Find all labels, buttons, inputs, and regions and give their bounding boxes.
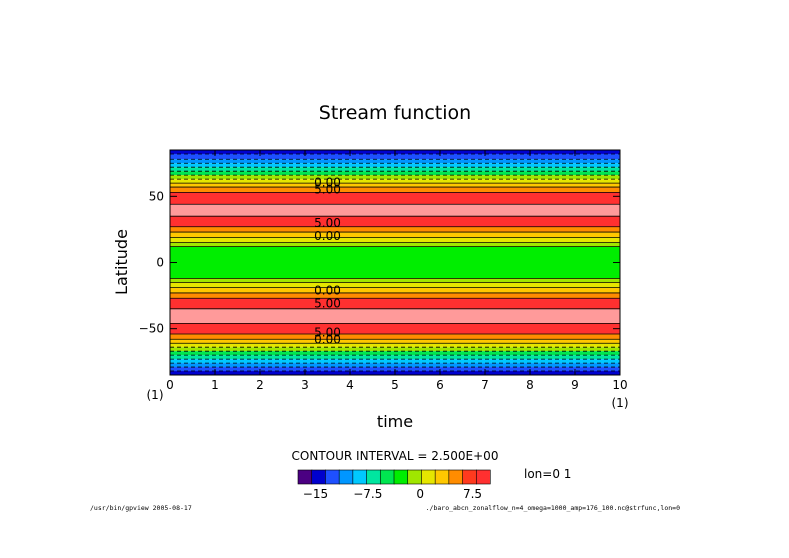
contour-label-3: 0.00 [314,229,341,243]
contour-label-2: 5.00 [314,216,341,230]
band-29 [170,351,620,356]
footer-right: ./baro_abcn_zonalflow_n=4_omega=1000_amp… [426,504,680,512]
contour-label-7: 0.00 [314,332,341,346]
contour-label-6: 5.00 [314,326,341,340]
band-24 [170,323,620,334]
chart-title: Stream function [319,102,471,124]
band-25 [170,333,620,340]
x-tick-label-8: 8 [526,378,534,392]
colorbar-swatch-13 [475,469,491,485]
x-tick-label-6: 6 [436,378,444,392]
x-tick-label-10: 10 [612,378,627,392]
contour-label-4: 0.00 [314,283,341,297]
band-31 [170,359,620,364]
colorbar-swatch-4 [352,469,368,485]
colorbar-tick-label-2: 0 [416,487,424,501]
colorbar-swatch-6 [379,469,395,485]
band-7 [170,179,620,184]
colorbar-swatch-3 [338,469,354,485]
band-14 [170,232,620,238]
colorbar-tick-label-1: −7.5 [353,487,382,501]
band-26 [170,339,620,344]
colorbar-swatch-8 [407,469,423,485]
x-tick-label-5: 5 [391,378,399,392]
contour-labels: 0.005.005.000.000.005.005.000.00 [314,175,341,346]
band-9 [170,187,620,193]
band-15 [170,237,620,243]
band-20 [170,287,620,293]
colorbar-swatch-5 [366,469,381,485]
colorbar-swatch-9 [421,469,436,485]
colorbar-tick-label-0: −15 [303,487,328,501]
plot-bands [170,150,620,375]
band-2 [170,159,620,164]
band-22 [170,298,620,309]
x-axis-label: time [377,412,413,431]
y-tick-label-1: 0 [156,256,164,270]
band-32 [170,363,620,368]
band-13 [170,226,620,233]
colorbar-swatch-12 [462,469,477,485]
band-12 [170,216,620,227]
colorbar-swatch-7 [393,469,409,485]
band-27 [170,343,620,348]
colorbar [297,469,491,485]
band-16 [170,242,620,247]
x-tick-label-4: 4 [346,378,354,392]
band-23 [170,308,620,324]
band-6 [170,175,620,180]
contour-label-1: 5.00 [314,183,341,197]
colorbar-swatch-0 [297,469,313,485]
band-28 [170,347,620,352]
contour-label-5: 5.00 [314,297,341,311]
colorbar-tick-label-3: 7.5 [463,487,482,501]
band-1 [170,153,620,160]
x-end-note: (1) [612,396,629,410]
x-start-note: (1) [147,388,164,402]
x-tick-label-7: 7 [481,378,489,392]
y-tick-label-0: −50 [139,322,164,336]
band-10 [170,192,620,205]
band-30 [170,355,620,360]
x-axis-ticks: 0 1 2 3 4 5 6 7 8 9 10 [166,150,628,392]
x-tick-label-9: 9 [571,378,579,392]
contour-lines [170,153,620,372]
band-11 [170,204,620,217]
y-axis-ticks: −50 0 50 [139,189,620,336]
band-5 [170,171,620,176]
colorbar-swatch-1 [311,469,327,485]
band-3 [170,163,620,168]
x-tick-label-1: 1 [211,378,219,392]
y-tick-label-2: 50 [149,189,164,203]
band-17 [170,246,620,279]
band-8 [170,183,620,188]
band-21 [170,292,620,299]
x-tick-label-2: 2 [256,378,264,392]
y-axis-label: Latitude [112,229,131,295]
footer-left: /usr/bin/gpview 2005-08-17 [90,504,192,512]
contour-label-0: 0.00 [314,175,341,189]
contour-interval-label: CONTOUR INTERVAL = 2.500E+00 [292,449,499,463]
colorbar-ticks: −15 −7.5 0 7.5 [303,487,482,501]
band-19 [170,282,620,288]
colorbar-swatch-2 [325,469,340,485]
colorbar-swatch-10 [434,469,450,485]
colorbar-swatch-11 [448,469,464,485]
x-tick-label-3: 3 [301,378,309,392]
band-4 [170,167,620,172]
band-18 [170,278,620,283]
lon-label: lon=0 1 [524,467,571,481]
x-tick-label-0: 0 [166,378,174,392]
